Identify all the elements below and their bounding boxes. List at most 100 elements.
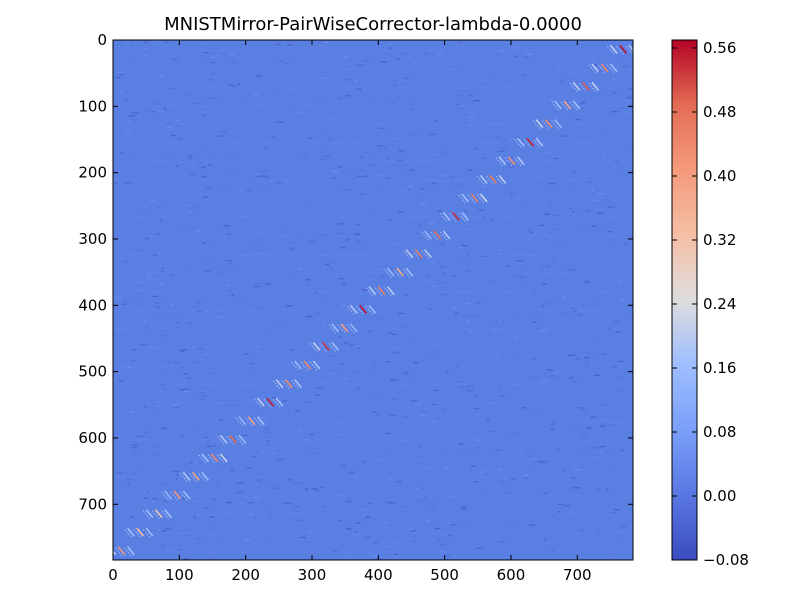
heatmap-noise-cell	[475, 193, 481, 196]
heatmap-noise-cell	[610, 111, 618, 113]
heatmap-noise-cell	[453, 134, 459, 137]
heatmap-noise-cell	[239, 255, 246, 257]
heatmap-noise-cell	[569, 208, 572, 210]
heatmap-noise-cell	[274, 43, 282, 46]
heatmap-noise-cell	[579, 103, 586, 105]
heatmap-noise-cell	[372, 411, 377, 413]
colorbar-tick-label: 0.08	[703, 423, 736, 441]
heatmap-noise-cell	[506, 492, 511, 494]
heatmap-noise-cell	[339, 375, 342, 377]
heatmap-noise-cell	[447, 64, 451, 66]
heatmap-noise-cell	[625, 100, 629, 102]
heatmap-noise-cell	[610, 512, 616, 514]
heatmap-mirror-band	[113, 44, 633, 556]
heatmap-noise-cell	[471, 331, 478, 333]
heatmap-noise-cell	[560, 81, 563, 83]
heatmap-noise-cell	[182, 534, 190, 536]
heatmap-noise-cell	[475, 450, 481, 453]
heatmap-noise-cell	[410, 108, 414, 110]
heatmap-noise-cell	[272, 452, 276, 454]
heatmap-noise-cell	[620, 526, 627, 528]
heatmap-band-segment	[572, 81, 581, 91]
heatmap-noise-cell	[388, 502, 396, 504]
heatmap-noise-cell	[305, 401, 312, 403]
heatmap-noise-cell	[572, 539, 577, 542]
heatmap-noise-cell	[599, 425, 606, 427]
heatmap-noise-cell	[135, 249, 142, 252]
heatmap-noise-cell	[197, 161, 203, 163]
heatmap-noise-cell	[197, 302, 202, 304]
heatmap-noise-cell	[428, 371, 433, 373]
heatmap-noise-cell	[332, 550, 338, 553]
heatmap-noise-cell	[335, 537, 341, 539]
heatmap-noise-cell	[379, 254, 383, 256]
heatmap-noise-cell	[215, 484, 220, 486]
heatmap-noise-cell	[466, 390, 473, 392]
heatmap-noise-cell	[464, 270, 471, 272]
heatmap-noise-cell	[518, 281, 521, 283]
heatmap-noise-cell	[485, 420, 490, 422]
heatmap-noise-cell	[275, 359, 279, 361]
heatmap-noise-cell	[278, 95, 281, 97]
heatmap-noise-cell	[277, 82, 282, 84]
heatmap-band-segment	[154, 509, 163, 519]
heatmap-noise-cell	[275, 167, 280, 169]
heatmap-noise-cell	[510, 157, 514, 159]
heatmap-noise-cell	[177, 549, 181, 551]
heatmap-noise-cell	[193, 244, 200, 246]
heatmap-noise-cell	[379, 548, 385, 550]
heatmap-noise-cell	[377, 317, 385, 320]
heatmap-noise-cell	[321, 159, 325, 161]
heatmap-noise-cell	[420, 487, 423, 489]
heatmap-noise-cell	[393, 542, 398, 544]
heatmap-noise-cell	[128, 190, 132, 192]
heatmap-noise-cell	[262, 170, 270, 172]
heatmap-noise-cell	[486, 287, 492, 289]
heatmap-band-segment	[451, 211, 460, 221]
heatmap-noise-cell	[341, 170, 347, 173]
heatmap-noise-cell	[331, 170, 338, 172]
heatmap-noise-cell	[268, 470, 275, 472]
heatmap-noise-cell	[349, 258, 352, 260]
heatmap-row-band	[113, 402, 633, 405]
heatmap-noise-cell	[281, 486, 287, 488]
heatmap-noise-cell	[303, 179, 308, 181]
heatmap-noise-cell	[196, 425, 199, 427]
heatmap-noise-cell	[145, 237, 150, 239]
heatmap-noise-cell	[565, 461, 571, 463]
heatmap-noise-cell	[305, 279, 310, 281]
heatmap-noise-cell	[542, 379, 549, 381]
heatmap-noise-cell	[620, 452, 628, 454]
heatmap-noise-cell	[555, 336, 560, 338]
heatmap-noise-cell	[395, 58, 401, 60]
heatmap-noise-cell	[240, 222, 244, 224]
heatmap-noise-cell	[533, 312, 540, 314]
heatmap-noise-cell	[338, 519, 342, 522]
heatmap-noise-cell	[582, 101, 585, 103]
heatmap-noise-cell	[142, 490, 147, 492]
heatmap-noise-cell	[391, 333, 397, 335]
heatmap-noise-cell	[374, 98, 377, 100]
heatmap-noise-cell	[344, 79, 349, 81]
heatmap-noise-cell	[505, 163, 511, 165]
heatmap-noise-cell	[391, 103, 394, 105]
heatmap-noise-cell	[149, 110, 157, 113]
heatmap-noise-cell	[517, 137, 520, 139]
colorbar-tick-label: 0.48	[703, 103, 736, 121]
heatmap-noise-cell	[416, 500, 423, 502]
heatmap-noise-cell	[419, 87, 424, 90]
heatmap-noise-cell	[418, 224, 421, 226]
heatmap-noise-cell	[157, 110, 165, 112]
heatmap-noise-cell	[316, 453, 321, 455]
heatmap-noise-cell	[277, 75, 285, 77]
heatmap-noise-cell	[418, 256, 422, 259]
heatmap-noise-cell	[461, 507, 467, 509]
heatmap-noise-cell	[355, 522, 361, 524]
heatmap-noise-cell	[319, 234, 326, 237]
heatmap-noise-cell	[132, 297, 138, 299]
heatmap-band-segment	[405, 267, 414, 277]
heatmap-noise-cell	[426, 280, 433, 282]
heatmap-band-segment	[331, 323, 340, 333]
heatmap-noise-cell	[455, 381, 462, 383]
heatmap-noise-cell	[328, 268, 333, 270]
